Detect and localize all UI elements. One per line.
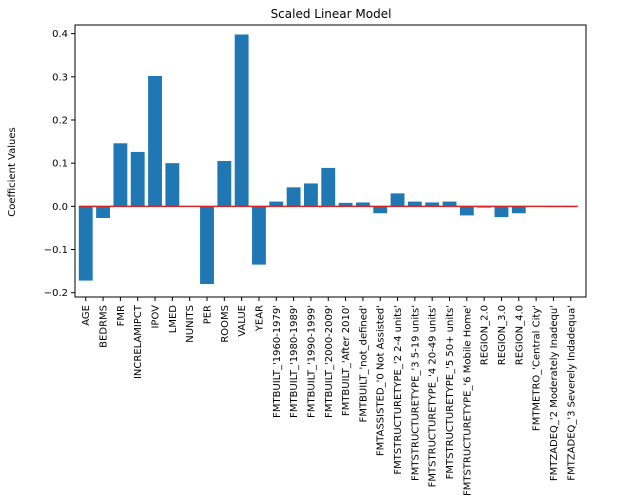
x-tick-label: FMTZADEQ_'2 Moderately Inadequ' [549,305,560,481]
bar-13 [286,187,301,207]
x-tick-label: FMTBUILT_'not_defined' [358,305,369,422]
x-tick-label: FMTBUILT_'1990-1999' [306,305,317,418]
x-tick-label: FMTSTRUCTURETYPE_'6 Mobile Home' [462,305,473,496]
bar-18 [373,206,388,214]
plot-frame [74,24,587,298]
bar-10 [234,34,249,207]
x-tick-label: FMTBUILT_'1980-1989' [289,305,300,418]
bar-15 [321,167,336,207]
bar-23 [459,206,474,216]
y-tick-label: −0.1 [44,245,68,256]
bar-9 [217,161,232,207]
y-axis-ticks: −0.2 −0.1 0.0 0.1 0.2 0.3 0.4 [44,29,75,299]
y-tick-label: 0.4 [52,29,68,40]
x-tick-label: BEDRMS [99,305,110,348]
bar-2 [96,206,110,218]
y-tick-label: 0.3 [52,72,68,83]
x-tick-label: FMTMETRO_'Central City' [532,305,543,431]
x-tick-label: YEAR [254,305,265,332]
x-tick-label: IPOV [151,305,162,329]
bar-3 [113,143,128,207]
bar-4 [130,151,145,207]
x-tick-label: VALUE [237,305,248,337]
x-tick-label: REGION_3.0 [497,305,508,365]
y-tick-label: 0.1 [52,159,68,170]
x-tick-label: FMTASSISTED_'0 Not Assisted' [376,305,387,456]
x-tick-label: FMTSTRUCTURETYPE_'5 50+ units' [445,305,456,479]
y-tick-label: 0.2 [52,115,68,126]
x-tick-label: LMED [168,305,179,334]
bar-14 [304,183,318,207]
x-tick-label: AGE [81,305,92,326]
bar-6 [165,163,180,207]
x-tick-label: REGION_4.0 [514,305,525,365]
x-tick-label: FMTBUILT_'2000-2009' [324,305,335,418]
x-tick-label: NUNITS [185,305,196,343]
bar-21 [425,202,440,207]
x-tick-label: FMTZADEQ_'3 Severely Indadequa' [566,305,577,481]
bar-20 [407,201,422,207]
x-tick-label: FMTSTRUCTURETYPE_'2 2-4 units' [393,305,404,475]
bar-25 [494,206,509,218]
chart-title: Scaled Linear Model [271,7,392,21]
bar-26 [511,206,526,214]
x-tick-label: FMTSTRUCTURETYPE_'4 20-49 units' [428,305,439,487]
bar-11 [252,206,266,265]
bar-1 [78,206,93,281]
bar-17 [355,202,370,207]
x-axis-ticks: AGE BEDRMS FMR INCRELAMIPCT IPOV LMED NUNITS PE… [81,297,577,496]
y-axis-label: Coefficient Values [7,127,18,216]
bars-group [78,34,578,285]
y-tick-label: −0.2 [44,288,68,299]
bar-5 [148,75,162,207]
x-tick-label: FMR [116,305,127,326]
x-tick-label: PER [202,305,213,324]
x-tick-label: ROOMS [220,305,231,343]
bar-8 [200,206,214,285]
x-tick-label: INCRELAMIPCT [133,304,144,379]
bar-19 [390,193,405,207]
bar-12 [269,201,284,207]
bar-22 [442,201,457,207]
x-tick-label: FMTSTRUCTURETYPE_'3 5-19 units' [410,305,421,481]
y-tick-label: 0.0 [52,202,68,213]
x-tick-label: FMTBUILT_'After 2010' [341,305,352,416]
x-tick-label: FMTBUILT_'1960-1979' [272,305,283,418]
bar-16 [338,202,353,207]
x-tick-label: REGION_2.0 [480,305,491,365]
